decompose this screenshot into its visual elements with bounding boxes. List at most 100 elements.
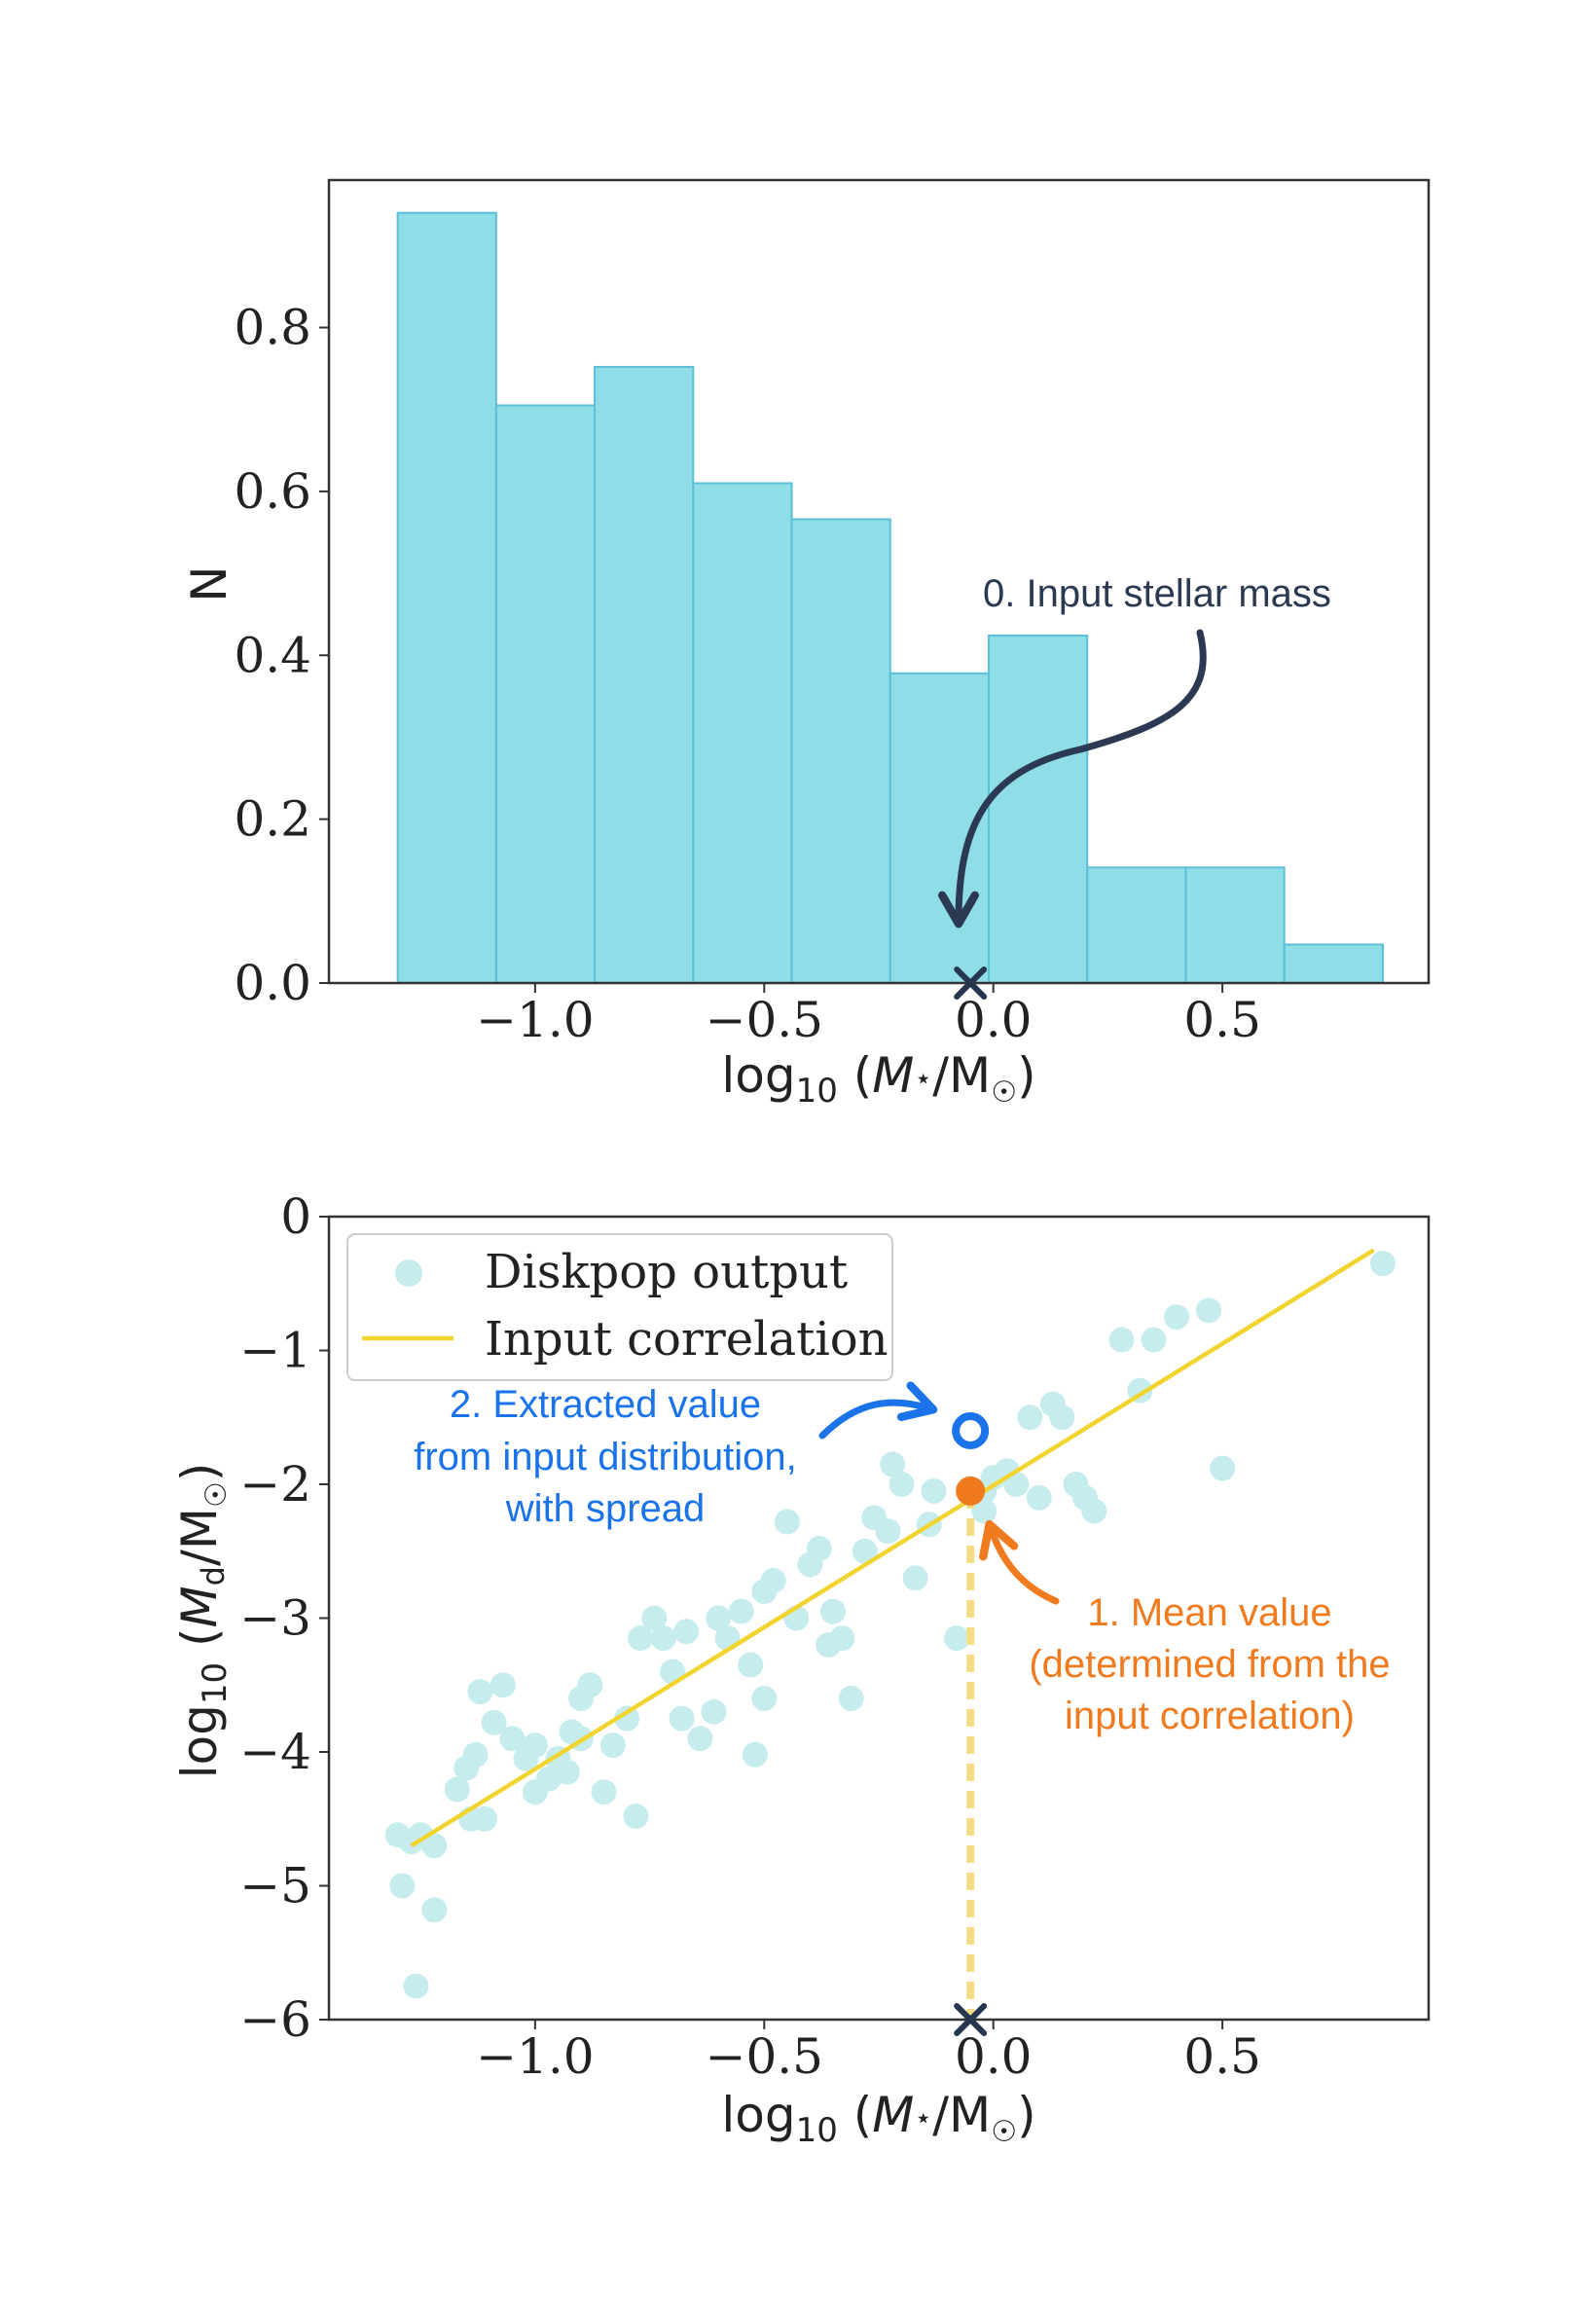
- scatter-xtick-label: 0.0: [955, 2028, 1033, 2085]
- scatter-ytick-label: −3: [239, 1590, 311, 1647]
- scatter-point: [742, 1741, 768, 1768]
- histogram-bar: [396, 211, 497, 984]
- histogram-ytick-label: 0.2: [234, 791, 311, 848]
- scatter-point: [852, 1538, 878, 1564]
- scatter-point: [774, 1509, 800, 1535]
- extracted-line-3: with spread: [505, 1487, 706, 1530]
- scatter-point: [1026, 1484, 1052, 1511]
- scatter-point: [628, 1625, 654, 1652]
- scatter-ylabel: log10 (Md/M☉): [171, 1463, 235, 1779]
- scatter-point: [421, 1897, 448, 1923]
- scatter-point: [921, 1477, 947, 1504]
- extracted-arrow: [818, 1381, 938, 1440]
- legend-marker-diskpop: [395, 1259, 422, 1287]
- histogram-xtick-label: 0.0: [955, 992, 1033, 1048]
- histogram-frame: [327, 178, 1431, 985]
- scatter-chart: −1.0 −0.5 0.0 0.5 0 −1 −2 −3 −4 −5 −6 Diskpop outp…: [171, 1188, 1431, 2150]
- scatter-point: [806, 1536, 832, 1561]
- scatter-point: [902, 1565, 928, 1591]
- scatter-point: [591, 1779, 617, 1805]
- scatter-point: [669, 1705, 695, 1732]
- scatter-point: [499, 1726, 526, 1752]
- histogram-bar: [1283, 943, 1384, 984]
- scatter-point: [751, 1686, 778, 1711]
- extracted-value-point: [952, 1412, 990, 1449]
- scatter-point: [944, 1625, 970, 1652]
- scatter-point: [522, 1732, 548, 1759]
- scatter-point: [1141, 1327, 1167, 1353]
- scatter-point: [701, 1698, 727, 1725]
- histogram-bar: [692, 482, 793, 984]
- scatter-point: [1049, 1404, 1075, 1431]
- scatter-point: [490, 1672, 516, 1698]
- mean-arrow: [979, 1519, 1060, 1605]
- histogram-xtick-label: −1.0: [476, 992, 594, 1048]
- scatter-point: [971, 1498, 998, 1524]
- scatter-point: [819, 1598, 846, 1624]
- histogram-bar: [1184, 866, 1286, 985]
- scatter-point: [751, 1579, 778, 1604]
- scatter-xlabel: log10 (M⋆/M☉): [721, 2087, 1035, 2150]
- scatter-point: [1017, 1404, 1043, 1431]
- histogram-bar: [494, 404, 597, 984]
- histogram-ytick-label: 0.6: [234, 463, 311, 520]
- histogram-xtick-label: 0.5: [1183, 992, 1261, 1048]
- scatter-ytick-label: −1: [239, 1323, 311, 1379]
- scatter-point: [1108, 1327, 1135, 1353]
- input-correlation-line: [410, 1248, 1375, 1848]
- histogram-bar: [1086, 866, 1187, 985]
- scatter-point: [673, 1619, 700, 1645]
- scatter-ytick-label: −6: [239, 1991, 311, 2048]
- histogram-bars: [396, 211, 1384, 985]
- scatter-xtick-label: −0.5: [706, 2028, 823, 2085]
- scatter-point: [554, 1759, 580, 1785]
- scatter-point: [838, 1686, 864, 1711]
- histogram-chart: −1.0 −0.5 0.0 0.5 0.0 0.2 0.4 0.6 0.8 log10 (M⋆/…: [181, 178, 1431, 1111]
- mean-value-point: [956, 1476, 986, 1506]
- scatter-point: [687, 1726, 713, 1752]
- scatter-point: [650, 1625, 676, 1652]
- histogram-xlabel: log10 (M⋆/M☉): [721, 1047, 1035, 1111]
- mean-line-3: input correlation): [1065, 1695, 1355, 1737]
- scatter-point: [1210, 1455, 1236, 1481]
- histogram-ylabel: N: [181, 565, 237, 602]
- scatter-x-marker-b: [954, 2003, 988, 2036]
- scatter-ticks: −1.0 −0.5 0.0 0.5 0 −1 −2 −3 −4 −5 −6: [239, 1188, 1261, 2085]
- scatter-ytick-label: −4: [239, 1724, 311, 1780]
- scatter-point: [880, 1451, 906, 1477]
- scatter-point: [728, 1598, 754, 1624]
- scatter-point: [1164, 1304, 1190, 1331]
- histogram-ytick-label: 0.8: [234, 300, 311, 356]
- scatter-point: [623, 1804, 649, 1829]
- scatter-point: [738, 1652, 764, 1678]
- scatter-points: [384, 1251, 1396, 1999]
- scatter-point: [641, 1605, 668, 1631]
- histogram-ytick-label: 0.0: [234, 955, 311, 1011]
- scatter-point: [472, 1805, 498, 1832]
- legend-label-correlation: Input correlation: [485, 1312, 889, 1367]
- histogram-x-marker-b: [954, 966, 988, 1000]
- extracted-annotation: 2. Extracted value from input distributi…: [414, 1383, 797, 1530]
- scatter-point: [875, 1518, 901, 1545]
- input-mass-marker: [954, 966, 988, 1000]
- extracted-line-2: from input distribution,: [414, 1436, 797, 1478]
- histogram-xtick-label: −0.5: [706, 992, 823, 1048]
- legend-box: [346, 1233, 893, 1381]
- scatter-point: [599, 1732, 626, 1759]
- histogram-bar: [790, 518, 891, 984]
- scatter-ytick-label: −5: [239, 1858, 311, 1914]
- scatter-point: [481, 1709, 507, 1735]
- scatter-point: [706, 1605, 732, 1631]
- scatter-point: [1369, 1251, 1396, 1277]
- input-stellar-mass-arrow: [938, 629, 1207, 929]
- scatter-point: [577, 1672, 603, 1698]
- scatter-point: [389, 1873, 416, 1899]
- scatter-input-mass-marker: [954, 2003, 988, 2036]
- mean-line-2: (determined from the: [1029, 1643, 1390, 1686]
- scatter-point: [467, 1679, 493, 1705]
- scatter-point: [421, 1833, 448, 1859]
- extracted-line-1: 2. Extracted value: [450, 1383, 761, 1426]
- scatter-xtick-label: −1.0: [476, 2028, 594, 2085]
- legend-label-diskpop: Diskpop output: [485, 1245, 848, 1299]
